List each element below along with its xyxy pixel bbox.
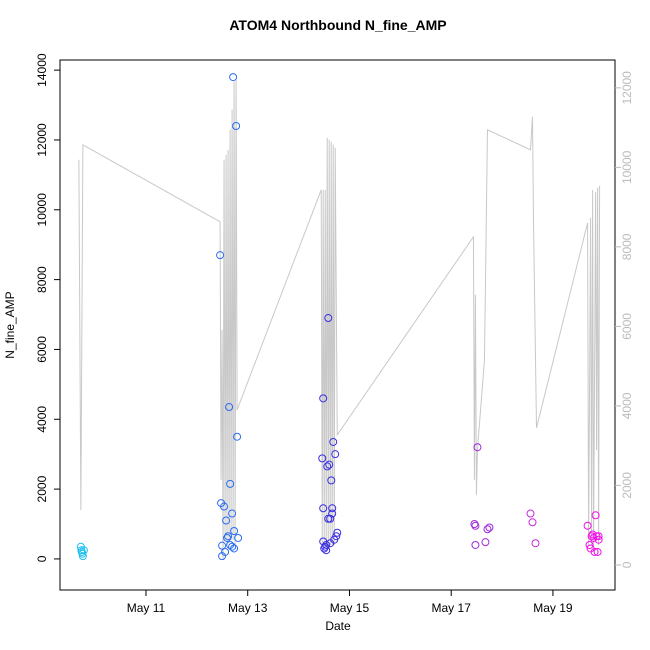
point: [324, 314, 333, 323]
point: [233, 432, 242, 441]
point: [594, 532, 603, 541]
point: [485, 523, 494, 532]
y2-tick-label: 6000: [620, 313, 634, 340]
point: [319, 504, 328, 513]
x-tick-label: May 13: [228, 601, 268, 615]
x-tick-label: May 17: [432, 601, 472, 615]
chart-title: ATOM4 Northbound N_fine_AMP: [229, 17, 446, 33]
point: [483, 525, 492, 534]
point: [226, 479, 235, 488]
point: [591, 511, 600, 520]
point: [528, 518, 537, 527]
y2-tick-label: 8000: [620, 233, 634, 260]
point: [218, 541, 227, 550]
point: [325, 460, 334, 469]
point: [220, 502, 229, 511]
y-tick-label: 2000: [35, 475, 49, 502]
y-tick-label: 8000: [35, 266, 49, 293]
y-tick-label: 12000: [35, 123, 49, 157]
point: [470, 520, 479, 529]
point: [328, 504, 337, 513]
point: [232, 121, 241, 130]
point: [590, 547, 599, 556]
point: [318, 454, 327, 463]
point: [234, 533, 243, 542]
point: [471, 521, 480, 530]
point: [319, 394, 328, 403]
point: [229, 73, 238, 82]
point: [471, 540, 480, 549]
x-tick-label: May 15: [330, 601, 370, 615]
point: [322, 546, 331, 555]
y-tick-label: 0: [35, 555, 49, 562]
point: [326, 514, 335, 523]
point: [216, 251, 225, 260]
point: [323, 462, 332, 471]
x-tick-label: May 11: [127, 601, 166, 615]
point: [324, 514, 333, 523]
point: [228, 542, 237, 551]
point: [223, 533, 232, 542]
point: [78, 552, 87, 561]
y-tick-label: 4000: [35, 406, 49, 433]
point: [329, 437, 338, 446]
point: [331, 450, 340, 459]
point: [481, 538, 490, 547]
point: [332, 532, 341, 541]
y2-tick-label: 2000: [620, 472, 634, 499]
point: [585, 540, 594, 549]
y2-tick-label: 0: [620, 561, 634, 568]
point: [230, 544, 239, 553]
point: [222, 516, 231, 525]
point: [79, 546, 88, 555]
point: [526, 509, 535, 518]
point: [588, 530, 597, 539]
point: [594, 535, 603, 544]
point: [473, 443, 482, 452]
y2-tick-label: 12000: [620, 71, 634, 105]
x-axis-label: Date: [325, 619, 351, 633]
y-tick-label: 14000: [35, 53, 49, 87]
plot-frame: [59, 59, 616, 591]
y-tick-label: 10000: [35, 193, 49, 227]
x-tick-label: May 19: [533, 601, 573, 615]
y2-tick-label: 10000: [620, 150, 634, 184]
point: [224, 532, 233, 541]
point: [593, 547, 602, 556]
point: [328, 509, 337, 518]
y-axis-label: N_fine_AMP: [3, 291, 17, 358]
point: [228, 509, 237, 518]
y2-tick-label: 4000: [620, 392, 634, 419]
point: [230, 526, 239, 535]
point: [333, 528, 342, 537]
point: [327, 476, 336, 485]
point: [322, 540, 331, 549]
point: [531, 539, 540, 548]
point: [225, 403, 234, 412]
series-line: [78, 79, 601, 560]
point: [583, 521, 592, 530]
y-tick-label: 6000: [35, 336, 49, 363]
point: [221, 547, 230, 556]
